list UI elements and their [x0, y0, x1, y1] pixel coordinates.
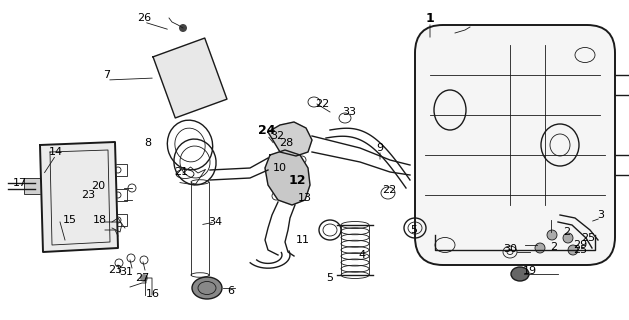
- Text: 1: 1: [426, 12, 435, 25]
- Polygon shape: [40, 142, 118, 252]
- Text: 7: 7: [103, 70, 111, 80]
- Text: 16: 16: [146, 289, 160, 299]
- Text: 27: 27: [135, 273, 149, 283]
- Ellipse shape: [511, 267, 529, 281]
- Text: 13: 13: [298, 193, 312, 203]
- Text: 26: 26: [137, 13, 151, 23]
- Circle shape: [547, 230, 557, 240]
- Text: 23: 23: [108, 265, 122, 275]
- Text: 2: 2: [564, 227, 571, 237]
- Text: 18: 18: [93, 215, 107, 225]
- Text: 22: 22: [315, 99, 329, 109]
- Text: 20: 20: [91, 181, 105, 191]
- Text: 4: 4: [359, 250, 365, 260]
- Text: 33: 33: [342, 107, 356, 117]
- Circle shape: [140, 274, 148, 282]
- Text: 30: 30: [503, 244, 517, 254]
- Text: 28: 28: [279, 138, 293, 148]
- Text: 15: 15: [63, 215, 77, 225]
- Text: 2: 2: [550, 242, 557, 252]
- Text: 32: 32: [270, 131, 284, 141]
- Text: 3: 3: [598, 210, 604, 220]
- FancyBboxPatch shape: [415, 25, 615, 265]
- Text: 5: 5: [411, 225, 418, 235]
- Text: 21: 21: [174, 167, 188, 177]
- Text: 25: 25: [581, 233, 595, 243]
- Text: 11: 11: [296, 235, 310, 245]
- Polygon shape: [268, 122, 312, 156]
- Text: 25: 25: [573, 245, 587, 255]
- Polygon shape: [153, 38, 227, 118]
- Text: 6: 6: [228, 286, 235, 296]
- Text: 14: 14: [49, 147, 63, 157]
- Text: 9: 9: [376, 143, 384, 153]
- Text: 19: 19: [523, 266, 537, 276]
- Circle shape: [563, 233, 573, 243]
- Text: 22: 22: [382, 185, 396, 195]
- Circle shape: [179, 24, 187, 32]
- Circle shape: [568, 245, 578, 255]
- Text: 34: 34: [208, 217, 222, 227]
- Bar: [24, 178, 42, 194]
- Ellipse shape: [192, 277, 222, 299]
- Bar: [112, 214, 127, 226]
- Circle shape: [535, 243, 545, 253]
- Text: 10: 10: [273, 163, 287, 173]
- Text: 12: 12: [288, 173, 306, 187]
- Bar: [112, 189, 127, 201]
- Bar: [112, 164, 127, 176]
- Text: 31: 31: [119, 267, 133, 277]
- Text: 5: 5: [326, 273, 333, 283]
- Text: 24: 24: [259, 124, 276, 137]
- Text: 29: 29: [573, 240, 587, 250]
- Polygon shape: [265, 150, 310, 205]
- Text: 17: 17: [13, 178, 27, 188]
- Text: 23: 23: [81, 190, 95, 200]
- Text: 8: 8: [145, 138, 152, 148]
